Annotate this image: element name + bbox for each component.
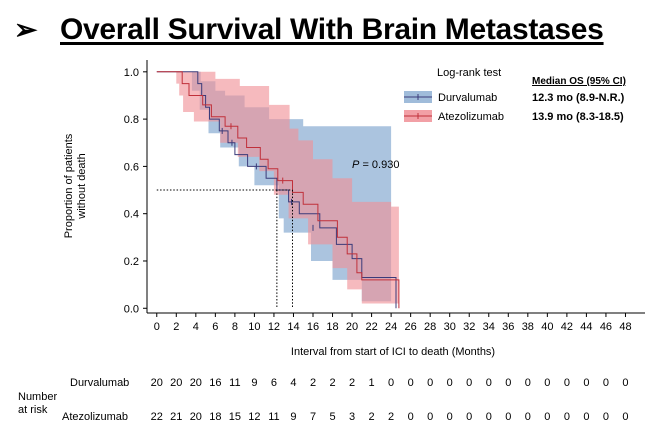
x-tick-label: 32 [463,321,475,333]
p-value-symbol: P [352,159,360,171]
x-tick-label: 8 [232,321,238,333]
title-row: ➢ Overall Survival With Brain Metastases [14,10,604,50]
y-tick-label: 0.0 [124,303,139,315]
x-tick-label: 20 [346,321,358,333]
x-tick-label: 18 [326,321,338,333]
y-tick-label: 0.6 [124,161,139,173]
y-tick-label: 0.2 [124,256,139,268]
axes: 0.00.20.40.60.81.00 2 4 6 8 10 12 14 16 18 20 22 24 2… [63,60,645,358]
x-tick-label: 44 [580,321,592,333]
legend-median-durvalumab: 12.3 mo (8.9-N.R.) [532,92,625,104]
legend-title: Log-rank test [437,67,501,79]
survival-line-durvalumab [156,71,397,309]
x-tick-label: 30 [444,321,456,333]
legend-label-atezolizumab: Atezolizumab [438,111,504,123]
y-tick-label: 0.4 [124,209,139,221]
arrow-bullet-icon: ➢ [14,14,38,45]
x-tick-label: 38 [522,321,534,333]
x-tick-label: 34 [483,321,495,333]
legend-stats-header: Median OS (95% CI) [532,76,626,87]
y-tick-label: 0.8 [124,114,139,126]
x-tick-label: 42 [561,321,573,333]
x-tick-label: 22 [365,321,377,333]
y-axis-label-line: without death [76,153,88,219]
x-tick-label: 6 [212,321,218,333]
median-reference-lines [156,189,293,309]
x-tick-label: 28 [424,321,436,333]
survival-curves [156,71,400,309]
legend: Log-rank test Median OS (95% CI) Durvaluma… [404,67,626,123]
x-tick-label: 36 [502,321,514,333]
x-tick-label: 12 [268,321,280,333]
x-tick-label: 40 [541,321,553,333]
x-tick-label: 48 [619,321,631,333]
p-value-annotation: P = 0.930 [352,159,399,171]
legend-median-atezolizumab: 13.9 mo (8.3-18.5) [532,111,624,123]
x-tick-label: 16 [307,321,319,333]
x-tick-label: 10 [248,321,260,333]
x-axis-label: Interval from start of ICI to death (Mon… [291,346,495,358]
y-axis-label-line: Proportion of patients [63,133,75,238]
x-tick-label: 2 [173,321,179,333]
slide-title: Overall Survival With Brain Metastases [60,13,604,46]
y-tick-label: 1.0 [124,67,139,79]
x-tick-label: 4 [193,321,199,333]
x-tick-label: 46 [600,321,612,333]
x-tick-label: 24 [385,321,397,333]
x-tick-label: 26 [405,321,417,333]
x-tick-label: 0 [154,321,160,333]
x-tick-label: 14 [287,321,299,333]
p-value-text: = 0.930 [359,159,399,171]
y-axis-label: Proportion of patientswithout death [63,133,88,238]
survival-line-atezolizumab [156,71,400,309]
legend-label-durvalumab: Durvalumab [438,92,497,104]
